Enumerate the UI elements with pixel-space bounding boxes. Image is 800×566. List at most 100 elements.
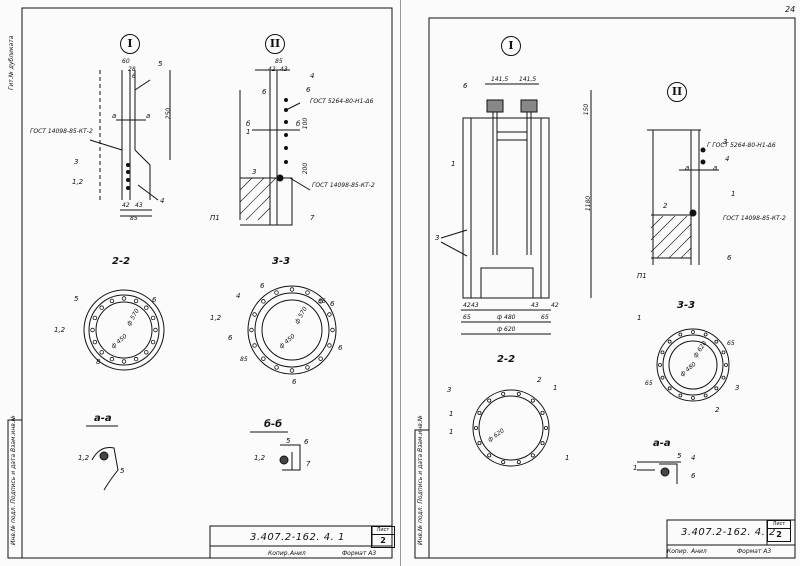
bolt-hole	[330, 327, 335, 333]
bolt-hole	[261, 356, 266, 361]
callout: П1	[637, 272, 647, 280]
bolt-hole	[274, 290, 279, 295]
bolt-hole	[540, 410, 545, 415]
sheet-caption: Лист	[768, 521, 790, 529]
bolt-hole	[274, 365, 279, 370]
bolt-hole	[153, 327, 158, 333]
copied-by: Анил	[691, 548, 707, 555]
bolt-hole	[477, 441, 482, 446]
dim-label: 43	[135, 202, 143, 209]
dim-label: 28	[128, 66, 136, 73]
bolt-hole	[703, 393, 708, 398]
detail-marker-ii: II	[667, 82, 687, 102]
callout: 1	[633, 464, 638, 472]
section-mark: а	[713, 164, 718, 172]
section-title-3-3: 3-3	[677, 300, 696, 311]
drawing-sheet-right: Инв.№ подл. Подпись и дата Взам.инв.№ 24…	[400, 0, 800, 566]
bolt-hole	[678, 393, 683, 398]
callout: 6	[306, 86, 311, 94]
bolt-hole	[289, 287, 295, 292]
format-label: Формат А3	[342, 550, 377, 557]
gost-label: ГОСТ 5264-80-Н1-Δ6	[310, 98, 374, 105]
callout: 6	[330, 300, 335, 308]
bolt-hole	[658, 363, 662, 367]
dim-label: 42	[268, 66, 276, 73]
callout: 6	[260, 282, 265, 290]
callout: 4	[691, 454, 696, 462]
section-title-b-b: б-б	[264, 419, 283, 430]
bolt-hole	[501, 460, 506, 465]
bolt-hole	[318, 299, 323, 304]
gost-label: ГОСТ 14098-85-КТ-2	[723, 215, 786, 222]
bolt-hole	[667, 386, 672, 391]
bolt-hole	[99, 350, 104, 355]
callout: 7	[306, 460, 311, 468]
callout: 1,2	[254, 454, 266, 462]
callout: 5	[120, 467, 125, 475]
bolt-hole	[144, 350, 149, 355]
dim-label: 43	[471, 302, 479, 309]
bolt-hole	[109, 298, 115, 304]
callout: 1	[731, 190, 736, 198]
callout: 1	[449, 428, 454, 436]
bolt-hole	[660, 350, 665, 355]
callout: 8	[96, 358, 101, 366]
dim-label: 65	[541, 314, 549, 321]
section-title-a-a: а-а	[653, 438, 671, 449]
drawing-linework-right	[414, 17, 796, 559]
callout: 4	[725, 155, 730, 163]
callout: 7	[310, 214, 315, 222]
gost-label: Г ГОСТ 5264-80-Н1-Δ6	[707, 142, 776, 149]
page-number: 24	[785, 5, 796, 14]
bolt-hole	[714, 339, 719, 344]
callout: 4	[310, 72, 315, 80]
section-title-2-2: 2-2	[497, 354, 516, 365]
bolt-hole	[327, 343, 332, 348]
callout: 6	[304, 438, 309, 446]
detail-marker-ii: II	[265, 34, 285, 54]
bolt-hole	[721, 350, 726, 355]
callout: 1	[451, 160, 456, 168]
callout: 4	[160, 197, 165, 205]
section-title-3-3: 3-3	[272, 256, 291, 267]
dim-label: 60	[122, 58, 130, 65]
bolt-hole	[121, 296, 127, 301]
dim-label: 85	[240, 356, 248, 363]
callout: 3	[435, 234, 440, 242]
drawing-sheet-left: Инв.№ подл. Подпись и дата Взам.инв.№ Ги…	[7, 7, 395, 559]
bolt-hole	[90, 327, 95, 333]
bolt-hole	[516, 391, 521, 396]
callout: 6	[338, 344, 343, 352]
dim-label: 250	[165, 107, 173, 120]
dim-label: 6	[132, 73, 136, 80]
bolt-hole	[487, 398, 492, 403]
dim-label: 141,5	[519, 76, 537, 83]
bolt-hole	[92, 315, 98, 321]
dim-label: 65	[645, 380, 653, 387]
bolt-hole	[92, 339, 98, 345]
bolt-hole	[109, 356, 115, 362]
sheet-number-box: Лист 2	[767, 520, 791, 542]
callout: 5	[677, 452, 682, 460]
section-mark: а	[146, 112, 151, 120]
dim-label: 141,5	[491, 76, 509, 83]
bolt-hole	[530, 398, 535, 403]
section-mark: а	[112, 112, 117, 120]
document-code: 3.407.2-162. 4. 2	[681, 527, 776, 538]
callout: 1,2	[78, 454, 90, 462]
bolt-hole	[305, 365, 310, 370]
bolt-hole	[252, 343, 257, 348]
callout: 2	[715, 406, 720, 414]
dim-label: 42	[122, 202, 130, 209]
section-mark: б	[296, 120, 301, 128]
dim-label: 65	[727, 340, 735, 347]
bolt-hole	[540, 441, 545, 446]
callout: 6	[262, 88, 267, 96]
dim-label: 100	[302, 117, 310, 130]
bolt-hole	[703, 332, 708, 337]
bolt-hole	[318, 356, 323, 361]
callout: 1,2	[54, 326, 66, 334]
detail-marker-i: I	[120, 34, 140, 54]
dim-label: 200	[302, 162, 310, 175]
dim-label: ф 620	[497, 326, 516, 333]
